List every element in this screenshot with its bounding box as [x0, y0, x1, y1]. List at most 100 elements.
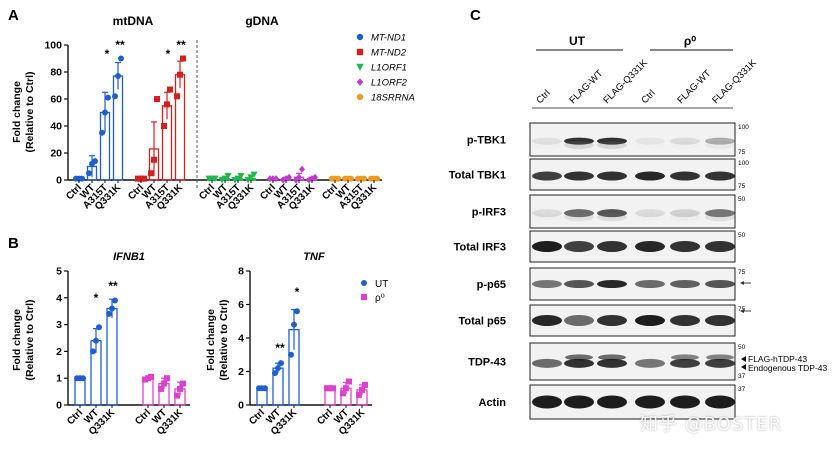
- blot-band: [635, 137, 665, 145]
- data-point: [164, 101, 170, 108]
- data-point: [96, 324, 102, 331]
- blot-band: [670, 280, 700, 288]
- data-point: [273, 175, 279, 183]
- significance-mark: **: [108, 279, 118, 293]
- mw-marker: 75: [738, 183, 746, 190]
- blot-band: [532, 315, 562, 326]
- lane-label: Ctrl: [639, 88, 657, 106]
- legend-label-18srrna: 18SRRNA: [371, 93, 415, 104]
- panel-a-legend: MT-ND1 MT-ND2 L1ORF1 L1ORF2 18SRRNA: [356, 33, 415, 104]
- blot-band-smear: [705, 141, 735, 150]
- band-arrowhead: [740, 309, 744, 313]
- blot-band-upper: [598, 354, 626, 361]
- blot-band: [597, 280, 627, 288]
- panel-b-left-ylabel-2: (Relative to Ctrl): [24, 299, 36, 380]
- data-point: [86, 170, 92, 177]
- blot-band: [635, 209, 665, 218]
- data-point: [106, 310, 112, 317]
- blot-band-smear: [670, 141, 700, 149]
- tdp-arrow-flag: [741, 356, 746, 362]
- y-tick-label: 6: [238, 299, 244, 311]
- legend-label-ut: UT: [375, 279, 388, 290]
- blot-row-label: Total p65: [459, 316, 506, 328]
- y-tick-label: 2: [56, 346, 62, 358]
- legend-label-l1orf2: L1ORF2: [371, 78, 408, 89]
- blot-band-smear: [670, 213, 700, 221]
- blot-band: [532, 171, 562, 181]
- data-point: [356, 63, 364, 71]
- western-blot-panel: p-TBK1 100 75 Total TBK1 100 75 p-IRF3 50 Total …: [449, 122, 828, 420]
- data-point: [161, 123, 167, 129]
- blot-band: [532, 241, 562, 252]
- blot-band: [670, 241, 700, 252]
- y-tick-label: 8: [238, 266, 244, 278]
- data-point: [102, 109, 108, 116]
- blot-band: [705, 241, 735, 252]
- legend-marker-ut: [361, 280, 367, 286]
- blot-band: [670, 315, 700, 326]
- panel-a-ylabel-1: Fold change: [11, 81, 23, 143]
- data-point: [362, 381, 368, 388]
- legend-label-mt-nd2: MT-ND2: [371, 48, 407, 59]
- blot-band: [532, 137, 562, 145]
- blot-strip: [529, 194, 736, 229]
- blot-band-smear: [564, 213, 594, 222]
- blot-row-label: p-p65: [477, 279, 506, 291]
- blot-band-smear: [635, 213, 665, 221]
- data-point: [237, 172, 245, 180]
- blot-band: [705, 315, 735, 326]
- panel-b-title-tnf: TNF: [303, 251, 325, 263]
- blot-band: [705, 395, 735, 409]
- panel-letter-a: A: [8, 7, 19, 24]
- data-point: [262, 385, 268, 392]
- data-point: [299, 165, 305, 173]
- blot-band: [635, 358, 665, 368]
- data-point: [356, 48, 364, 56]
- data-point: [211, 175, 219, 183]
- blot-band: [597, 137, 627, 145]
- bar: [174, 74, 186, 181]
- significance-mark: **: [176, 38, 186, 52]
- y-tick-label: 40: [50, 121, 62, 133]
- mw-marker: 100: [738, 124, 749, 131]
- blot-strip: [529, 342, 736, 381]
- blot-band-smear: [564, 141, 594, 150]
- blot-band: [597, 395, 627, 409]
- data-point: [244, 177, 252, 184]
- blot-band: [635, 171, 665, 181]
- data-point: [356, 33, 364, 41]
- group-label-ut: UT: [569, 34, 586, 48]
- blot-band-smear: [532, 213, 562, 221]
- data-point: [346, 378, 352, 385]
- panel-b-right-ylabel-2: (Relative to Ctrl): [218, 299, 230, 380]
- blot-band: [532, 395, 562, 409]
- blot-band-smear: [597, 213, 627, 222]
- data-point: [80, 375, 86, 382]
- tdp-annotation-endogenous: Endogenous TDP-43: [748, 363, 828, 373]
- significance-mark: **: [275, 341, 285, 355]
- significance-mark: **: [115, 38, 125, 52]
- legend-label-mt-nd1: MT-ND1: [371, 33, 406, 44]
- blot-band-upper: [706, 354, 734, 361]
- data-point: [272, 370, 278, 377]
- blot-band: [597, 171, 627, 181]
- lane-label: FLAG-WT: [567, 68, 605, 106]
- bar: [106, 307, 118, 406]
- mw-marker: 75: [738, 306, 746, 313]
- blot-band-smear: [532, 141, 562, 149]
- bar: [112, 75, 124, 181]
- blot-row-label: Total IRF3: [454, 242, 506, 254]
- lane-label: FLAG-WT: [675, 68, 713, 106]
- y-tick-label: 1: [56, 373, 62, 385]
- blot-band: [597, 358, 627, 368]
- bar: [74, 377, 86, 406]
- blot-band: [564, 358, 594, 368]
- mw-marker: 37: [738, 373, 746, 380]
- data-point: [296, 173, 302, 181]
- data-point: [234, 175, 242, 183]
- tdp-annotation-flag: FLAG-hTDP-43: [748, 354, 807, 364]
- blot-band: [670, 209, 700, 218]
